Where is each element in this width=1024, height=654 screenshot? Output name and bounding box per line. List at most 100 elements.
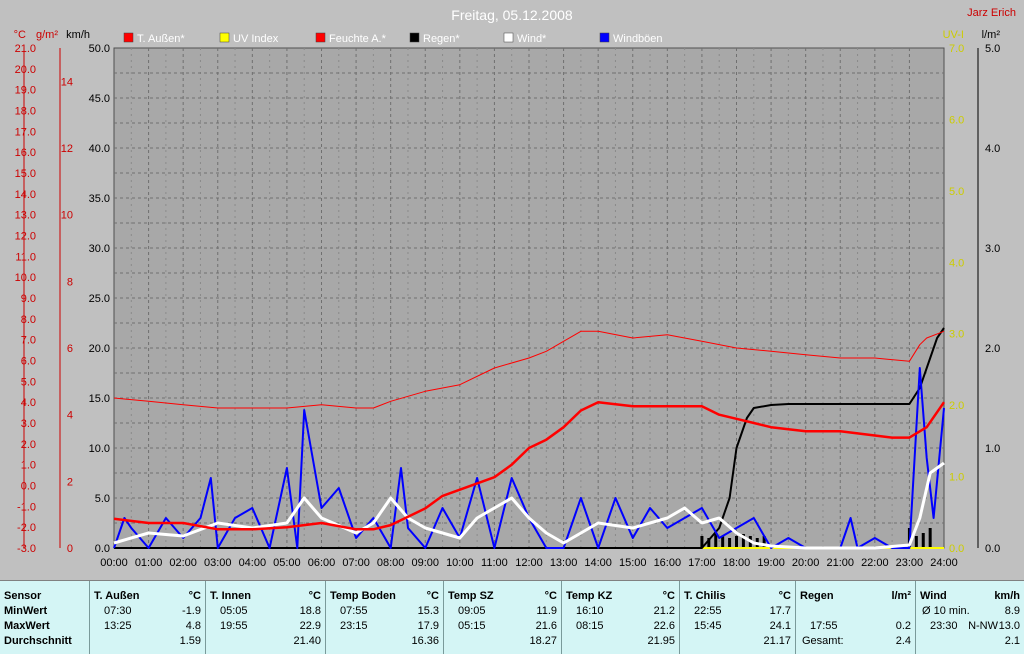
temp-unit: °C xyxy=(14,29,26,41)
hum-tick-label: 12 xyxy=(61,143,73,155)
avg-value: 16.36 xyxy=(411,635,439,647)
temp-tick-label: 9.0 xyxy=(21,293,36,305)
min-time: 07:55 xyxy=(340,605,368,617)
min-time: 05:05 xyxy=(220,605,248,617)
temp-tick-label: 5.0 xyxy=(21,376,36,388)
max-value: 22.6 xyxy=(653,620,675,632)
rain-tick-label: 4.0 xyxy=(985,143,1000,155)
legend-label: Windböen xyxy=(613,33,663,45)
time-tick-label: 05:00 xyxy=(273,557,301,569)
series-line-regen- xyxy=(114,327,945,549)
rain-bar xyxy=(921,533,925,548)
legend-swatch xyxy=(123,32,134,43)
rain-bar xyxy=(741,534,745,548)
avg-value: 21.17 xyxy=(763,635,791,647)
row-label-min: MinWert xyxy=(4,605,48,617)
sensor-name: Temp KZ xyxy=(566,590,613,602)
sensor-column: Temp KZ °C 16:10 21.2 08:15 22.6 21.95 xyxy=(562,581,680,654)
wind-tick-label: 30.0 xyxy=(89,243,110,255)
sensor-unit: °C xyxy=(778,590,791,602)
temp-tick-label: 3.0 xyxy=(21,418,36,430)
temp-tick-label: 0.0 xyxy=(21,481,36,493)
wind-avg: 2.1 xyxy=(1004,635,1020,647)
wind-unit: km/h xyxy=(66,29,90,41)
time-tick-label: 04:00 xyxy=(239,557,267,569)
time-tick-label: 14:00 xyxy=(584,557,612,569)
max-value: 17.9 xyxy=(417,620,439,632)
hum-tick-label: 10 xyxy=(61,210,73,222)
temp-tick-label: -2.0 xyxy=(17,522,36,534)
sensor-unit: °C xyxy=(544,590,557,602)
time-tick-label: 11:00 xyxy=(481,557,508,569)
hum-tick-label: 8 xyxy=(67,276,73,288)
time-tick-label: 02:00 xyxy=(169,557,197,569)
max-time: 15:45 xyxy=(694,620,722,632)
sensor-unit: °C xyxy=(662,590,675,602)
wind-tick-label: 35.0 xyxy=(89,193,110,205)
hum-tick-label: 4 xyxy=(67,410,73,422)
temp-tick-label: 16.0 xyxy=(15,147,36,159)
wind-tick-label: 0.0 xyxy=(95,543,110,555)
time-tick-label: 22:00 xyxy=(861,557,889,569)
uv-tick-label: 1.0 xyxy=(949,472,964,484)
min-time: 07:30 xyxy=(104,605,132,617)
weather-chart: 21.020.019.018.017.016.015.014.013.012.0… xyxy=(14,7,1016,569)
wind-tick-label: 20.0 xyxy=(89,343,110,355)
row-label-max: MaxWert xyxy=(4,620,50,632)
uv-tick-label: 2.0 xyxy=(949,400,964,412)
wind-column: Wind km/h Ø 10 min. 8.9 23:30 N-NW 13.0 2.1 xyxy=(916,581,1024,654)
time-tick-label: 09:00 xyxy=(411,557,439,569)
hum-unit: g/m² xyxy=(36,29,58,41)
temp-tick-label: 6.0 xyxy=(21,356,36,368)
time-tick-label: 03:00 xyxy=(204,557,232,569)
sensor-column: Temp Boden °C 07:55 15.3 23:15 17.9 16.36 xyxy=(326,581,444,654)
uv-tick-label: 7.0 xyxy=(949,43,964,55)
time-tick-label: 07:00 xyxy=(342,557,370,569)
sensor-name: T. Innen xyxy=(210,590,251,602)
uv-unit: UV-I xyxy=(943,29,964,41)
min-value: 17.7 xyxy=(769,605,791,617)
rain-bar xyxy=(914,536,918,548)
time-tick-label: 16:00 xyxy=(654,557,682,569)
series-layer xyxy=(113,327,946,550)
hum-tick-label: 0 xyxy=(67,543,73,555)
time-tick-label: 19:00 xyxy=(757,557,785,569)
uv-tick-label: 0.0 xyxy=(949,543,964,555)
temp-tick-label: 18.0 xyxy=(15,106,36,118)
temp-tick-label: 11.0 xyxy=(15,251,36,263)
temp-tick-label: 20.0 xyxy=(15,64,36,76)
time-tick-label: 17:00 xyxy=(688,557,716,569)
sensor-unit: °C xyxy=(426,590,439,602)
stats-table: Sensor MinWert MaxWert Durchschnitt T. A… xyxy=(0,580,1024,654)
min-value: 18.8 xyxy=(299,605,321,617)
rain-tick-label: 0.0 xyxy=(985,543,1000,555)
sensor-column: T. Chilis °C 22:55 17.7 15:45 24.1 21.17 xyxy=(680,581,796,654)
wind-unit-label: km/h xyxy=(994,590,1020,602)
max-value: 21.6 xyxy=(535,620,557,632)
time-tick-label: 01:00 xyxy=(135,557,163,569)
time-tick-label: 20:00 xyxy=(792,557,820,569)
rain-column: Regen l/m² 17:55 0.2 Gesamt: 2.4 xyxy=(796,581,916,654)
rain-tick-label: 3.0 xyxy=(985,243,1000,255)
temp-tick-label: 7.0 xyxy=(21,335,36,347)
temp-tick-label: 12.0 xyxy=(15,231,36,243)
temp-tick-label: 14.0 xyxy=(15,189,36,201)
legend-swatch xyxy=(219,32,230,43)
max-time: 23:15 xyxy=(340,620,368,632)
uv-tick-label: 6.0 xyxy=(949,114,964,126)
uv-tick-label: 3.0 xyxy=(949,329,964,341)
rain-max: 0.2 xyxy=(895,620,911,632)
legend-label: UV Index xyxy=(233,33,279,45)
hum-tick-label: 14 xyxy=(61,76,73,88)
legend-swatch xyxy=(599,32,610,43)
min-time: 16:10 xyxy=(576,605,604,617)
max-time: 19:55 xyxy=(220,620,248,632)
temp-tick-label: 2.0 xyxy=(21,439,36,451)
rain-bar xyxy=(762,536,766,548)
rain-bar xyxy=(728,538,732,548)
sensor-unit: °C xyxy=(188,590,201,602)
avg-value: 21.40 xyxy=(293,635,321,647)
sensor-column: T. Innen °C 05:05 18.8 19:55 22.9 21.40 xyxy=(206,581,326,654)
axis-ticks: 21.020.019.018.017.016.015.014.013.012.0… xyxy=(15,43,1001,569)
avg-value: 1.59 xyxy=(179,635,201,647)
